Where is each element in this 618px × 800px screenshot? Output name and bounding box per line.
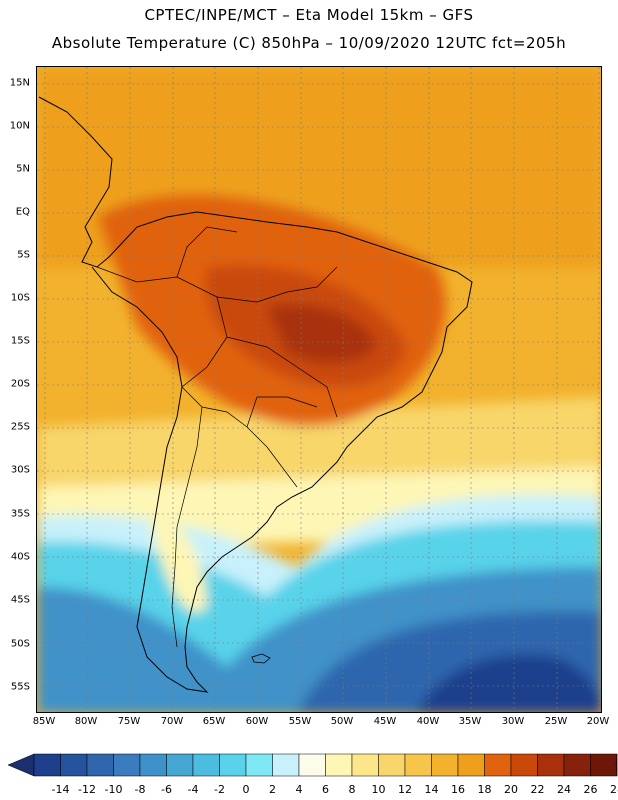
lon-label: 35W bbox=[458, 716, 482, 727]
lat-label: 10S bbox=[10, 292, 30, 304]
south-america-coastline bbox=[38, 96, 473, 693]
lat-lon-grid bbox=[37, 67, 601, 712]
colorbar-swatch bbox=[404, 753, 432, 777]
lon-label: 25W bbox=[544, 716, 568, 727]
colorbar-swatch bbox=[245, 753, 273, 777]
colorbar-swatch bbox=[60, 753, 88, 777]
lat-label: 15S bbox=[10, 335, 30, 347]
colorbar-label: 26 bbox=[583, 783, 598, 796]
lat-label: 50S bbox=[10, 638, 30, 650]
colorbar-swatch bbox=[351, 753, 379, 777]
colorbar-label: -14 bbox=[51, 783, 70, 796]
lat-label: 20S bbox=[10, 378, 30, 390]
colorbar-label: 2 bbox=[269, 783, 276, 796]
colorbar-label: -12 bbox=[78, 783, 96, 796]
lat-label: 15N bbox=[9, 77, 30, 89]
lon-label: 80W bbox=[74, 716, 98, 727]
temperature-colorbar bbox=[7, 753, 618, 777]
colorbar-swatch bbox=[510, 753, 538, 777]
colorbar-swatch bbox=[325, 753, 353, 777]
colorbar-label: 0 bbox=[242, 783, 250, 796]
colorbar-label: 20 bbox=[504, 783, 518, 796]
lat-label: 10N bbox=[9, 120, 30, 132]
colorbar-swatch bbox=[484, 753, 512, 777]
colorbar-swatch bbox=[219, 753, 247, 777]
colorbar-swatch bbox=[537, 753, 565, 777]
falkland-islands bbox=[251, 653, 271, 664]
colorbar-swatch bbox=[431, 753, 459, 777]
colorbar-label: -6 bbox=[161, 783, 172, 796]
colorbar-label: 24 bbox=[557, 783, 571, 796]
lon-label: 50W bbox=[330, 716, 354, 727]
colorbar-swatch bbox=[563, 753, 591, 777]
colorbar-label: 6 bbox=[322, 783, 329, 796]
colorbar-swatch bbox=[378, 753, 406, 777]
colorbar-swatch bbox=[86, 753, 114, 777]
lat-label: EQ bbox=[15, 206, 30, 218]
colorbar-label: 10 bbox=[371, 783, 386, 796]
colorbar-label: 14 bbox=[424, 783, 439, 796]
lon-label: 65W bbox=[202, 716, 226, 727]
colorbar-label: 8 bbox=[348, 783, 356, 796]
colorbar-swatch bbox=[33, 753, 61, 777]
colorbar-swatch bbox=[590, 753, 618, 777]
lon-label: 40W bbox=[416, 716, 440, 727]
lon-label: 60W bbox=[245, 716, 269, 727]
lon-label: 75W bbox=[117, 716, 141, 727]
colorbar-label: -2 bbox=[214, 783, 225, 796]
lat-label: 45S bbox=[10, 594, 30, 606]
colorbar-max-arrow bbox=[615, 753, 618, 777]
colorbar-label: 22 bbox=[530, 783, 545, 796]
map-subtitle: Absolute Temperature (C) 850hPa – 10/09/… bbox=[51, 34, 567, 52]
colorbar-min-arrow bbox=[7, 753, 35, 777]
colorbar-label: 28 bbox=[610, 783, 618, 796]
colorbar-label: 12 bbox=[398, 783, 412, 796]
country-borders bbox=[96, 226, 338, 648]
colorbar-label: 16 bbox=[451, 783, 465, 796]
colorbar-label: -4 bbox=[187, 783, 199, 796]
colorbar-swatch bbox=[139, 753, 167, 777]
lat-label: 55S bbox=[10, 681, 30, 693]
colorbar-swatch bbox=[192, 753, 220, 777]
colorbar-label: -8 bbox=[134, 783, 146, 796]
lon-label: 55W bbox=[288, 716, 312, 727]
colorbar-swatch bbox=[166, 753, 194, 777]
lat-label: 5N bbox=[16, 163, 30, 175]
lon-label: 20W bbox=[586, 716, 610, 727]
lat-label: 35S bbox=[10, 508, 30, 520]
colorbar-swatch bbox=[457, 753, 485, 777]
lat-label: 30S bbox=[10, 464, 30, 476]
colorbar-swatch bbox=[272, 753, 300, 777]
temperature-field bbox=[37, 67, 601, 712]
colorbar-swatch bbox=[298, 753, 326, 777]
lon-label: 30W bbox=[501, 716, 525, 727]
temperature-map bbox=[36, 66, 602, 713]
colorbar-label: 18 bbox=[477, 783, 492, 796]
lon-label: 45W bbox=[373, 716, 397, 727]
colorbar-label: 4 bbox=[295, 783, 303, 796]
colorbar-label: -10 bbox=[104, 783, 123, 796]
lon-label: 85W bbox=[32, 716, 56, 727]
map-title: CPTEC/INPE/MCT – Eta Model 15km – GFS bbox=[144, 6, 474, 24]
lat-label: 40S bbox=[10, 551, 30, 563]
lat-label: 5S bbox=[17, 249, 30, 261]
lon-label: 70W bbox=[160, 716, 184, 727]
colorbar-swatch bbox=[113, 753, 141, 777]
lat-label: 25S bbox=[10, 421, 30, 433]
